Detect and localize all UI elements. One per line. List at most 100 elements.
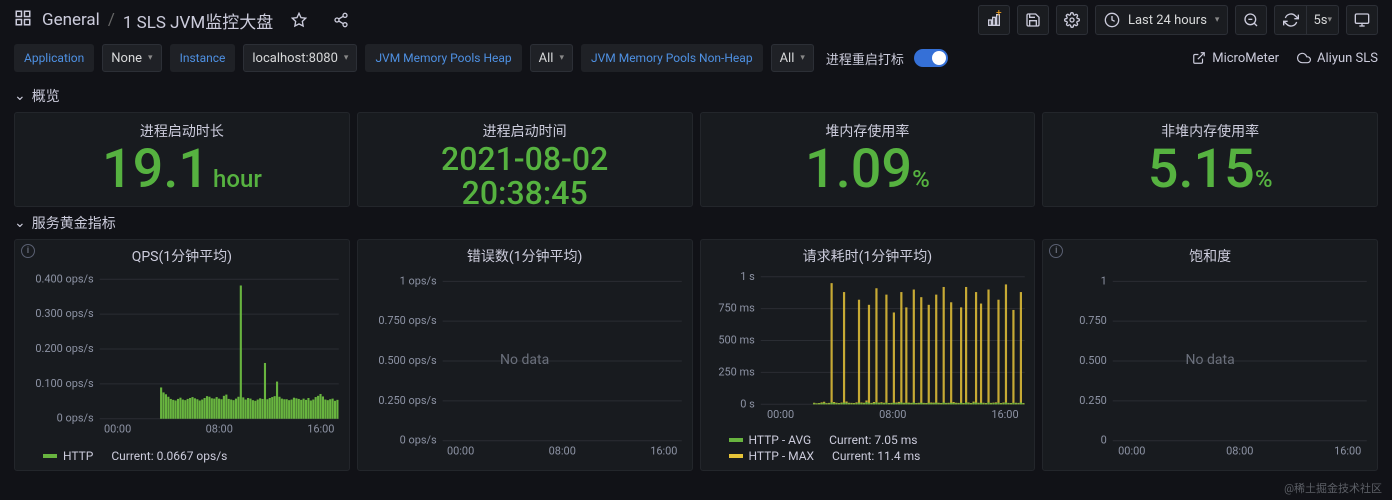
breadcrumb-root[interactable]: General	[42, 10, 100, 30]
filter-value: None	[111, 51, 142, 66]
save-button[interactable]	[1017, 5, 1049, 35]
panel-start-time[interactable]: 进程启动时间 2021-08-02 20:38:45	[357, 112, 693, 207]
favorite-button[interactable]	[283, 5, 315, 35]
svg-text:16:00: 16:00	[650, 445, 677, 458]
svg-text:250 ms: 250 ms	[718, 365, 755, 378]
svg-text:00:00: 00:00	[766, 408, 793, 421]
legend-swatch	[729, 438, 743, 442]
panel-qps[interactable]: i QPS(1分钟平均) 0 ops/s 0.100 ops/s 0.200 ops…	[14, 239, 350, 471]
stat-value: 1.09	[805, 143, 912, 197]
panel-title: 饱和度	[1043, 240, 1377, 266]
filter-select-heap[interactable]: All ▾	[530, 44, 573, 72]
svg-text:1 s: 1 s	[740, 270, 755, 283]
svg-text:00:00: 00:00	[104, 423, 131, 436]
svg-text:16:00: 16:00	[1334, 445, 1361, 458]
time-range-label: Last 24 hours	[1128, 13, 1207, 28]
stat-unit: %	[912, 165, 930, 193]
chevron-down-icon: ⌄	[14, 215, 26, 231]
svg-text:0.750: 0.750	[1080, 314, 1107, 327]
info-icon[interactable]: i	[21, 244, 35, 258]
refresh-interval-select[interactable]: 5s ▾	[1306, 5, 1339, 35]
svg-text:0 ops/s: 0 ops/s	[399, 434, 436, 447]
svg-text:0.500: 0.500	[1080, 354, 1107, 367]
share-button[interactable]	[325, 5, 357, 35]
breadcrumb: General / 1 SLS JVM监控大盘	[42, 8, 273, 33]
chart-qps: 0 ops/s 0.100 ops/s 0.200 ops/s 0.300 ops/s…	[15, 266, 349, 446]
panel-latency[interactable]: 请求耗时(1分钟平均) 0 s 250 ms 500 ms 750 ms 1 s 00:0…	[700, 239, 1036, 471]
legend-label: HTTP	[63, 448, 93, 464]
panel-uptime[interactable]: 进程启动时长 19.1 hour	[14, 112, 350, 207]
legend-swatch	[729, 454, 743, 458]
svg-text:08:00: 08:00	[206, 423, 233, 436]
svg-text:0.300 ops/s: 0.300 ops/s	[35, 307, 94, 320]
svg-text:1 ops/s: 1 ops/s	[399, 274, 436, 287]
svg-text:00:00: 00:00	[447, 445, 474, 458]
legend-swatch	[43, 454, 57, 458]
svg-text:08:00: 08:00	[879, 408, 906, 421]
panel-title: 进程启动时长	[15, 113, 349, 141]
svg-text:0 s: 0 s	[740, 397, 755, 410]
legend-value: Current: 0.0667 ops/s	[111, 448, 227, 464]
link-text: Aliyun SLS	[1317, 51, 1378, 66]
panel-title: 进程启动时间	[358, 113, 692, 141]
panel-heap-usage[interactable]: 堆内存使用率 1.09 %	[700, 112, 1036, 207]
breadcrumb-sep: /	[108, 10, 115, 30]
section-header-golden[interactable]: ⌄ 服务黄金指标	[0, 207, 1392, 239]
stat-value: 19.1	[102, 143, 209, 197]
chart-latency: 0 s250 ms500 ms750 ms1 s00:0008:0016:00	[701, 266, 1035, 430]
panel-title: QPS(1分钟平均)	[15, 240, 349, 266]
filter-select-nonheap[interactable]: All ▾	[771, 44, 814, 72]
legend-value: Current: 11.4 ms	[832, 448, 920, 464]
link-aliyun-sls[interactable]: Aliyun SLS	[1297, 51, 1378, 66]
filter-label-instance: Instance	[170, 44, 236, 72]
chart-saturation: 00.2500.5000.750100:0008:0016:00	[1043, 266, 1377, 470]
filter-value: All	[539, 51, 554, 66]
filter-label-heap: JVM Memory Pools Heap	[365, 44, 521, 72]
chart-errors: 0 ops/s0.250 ops/s0.500 ops/s0.750 ops/s…	[358, 266, 692, 470]
section-header-overview[interactable]: ⌄ 概览	[0, 80, 1392, 112]
svg-text:0.750 ops/s: 0.750 ops/s	[378, 314, 437, 327]
panel-title: 请求耗时(1分钟平均)	[701, 240, 1035, 266]
time-range-picker[interactable]: Last 24 hours ▾	[1095, 5, 1228, 35]
filter-label-nonheap: JVM Memory Pools Non-Heap	[581, 44, 763, 72]
refresh-button[interactable]	[1274, 5, 1306, 35]
link-micrometer[interactable]: MicroMeter	[1192, 51, 1279, 66]
svg-text:0 ops/s: 0 ops/s	[57, 412, 94, 425]
legend-label: HTTP - AVG	[749, 432, 812, 448]
chevron-down-icon: ▾	[1215, 15, 1220, 25]
section-title: 服务黄金指标	[32, 213, 116, 233]
toggle-restart[interactable]	[914, 49, 948, 67]
no-data-label: No data	[1186, 352, 1235, 368]
svg-text:0.100 ops/s: 0.100 ops/s	[35, 377, 94, 390]
legend-item[interactable]: HTTP Current: 0.0667 ops/s	[43, 448, 349, 464]
panel-title: 错误数(1分钟平均)	[358, 240, 692, 266]
stat-unit: hour	[213, 165, 262, 193]
tv-mode-button[interactable]	[1346, 5, 1378, 35]
svg-text:08:00: 08:00	[548, 445, 575, 458]
svg-text:0.400 ops/s: 0.400 ops/s	[35, 272, 94, 285]
stat-value-line1: 2021-08-02	[441, 143, 608, 177]
panel-errors[interactable]: 错误数(1分钟平均) 0 ops/s0.250 ops/s0.500 ops/s…	[357, 239, 693, 471]
svg-text:0.250: 0.250	[1080, 394, 1107, 407]
panel-nonheap-usage[interactable]: 非堆内存使用率 5.15 %	[1042, 112, 1378, 207]
panel-title: 堆内存使用率	[701, 113, 1035, 141]
svg-text:500 ms: 500 ms	[718, 334, 755, 347]
dashboard-grid-icon	[14, 9, 32, 31]
filter-select-application[interactable]: None ▾	[102, 44, 161, 72]
settings-button[interactable]	[1056, 5, 1088, 35]
add-panel-button[interactable]: +	[978, 5, 1010, 35]
svg-text:0.200 ops/s: 0.200 ops/s	[35, 342, 94, 355]
chevron-down-icon: ▾	[344, 53, 349, 63]
legend-item[interactable]: HTTP - AVG Current: 7.05 ms	[729, 432, 1035, 448]
legend-item[interactable]: HTTP - MAX Current: 11.4 ms	[729, 448, 1035, 464]
refresh-interval-value: 5s	[1313, 13, 1327, 28]
filter-select-instance[interactable]: localhost:8080 ▾	[243, 44, 357, 72]
panel-title: 非堆内存使用率	[1043, 113, 1377, 141]
zoom-out-button[interactable]	[1235, 5, 1267, 35]
panel-saturation[interactable]: i 饱和度 00.2500.5000.750100:0008:0016:00 N…	[1042, 239, 1378, 471]
svg-text:750 ms: 750 ms	[718, 302, 755, 315]
toggle-label-restart: 进程重启打标	[826, 49, 904, 68]
svg-text:0: 0	[1101, 434, 1107, 447]
stat-value: 5.15	[1148, 143, 1255, 197]
svg-text:1: 1	[1101, 274, 1107, 287]
